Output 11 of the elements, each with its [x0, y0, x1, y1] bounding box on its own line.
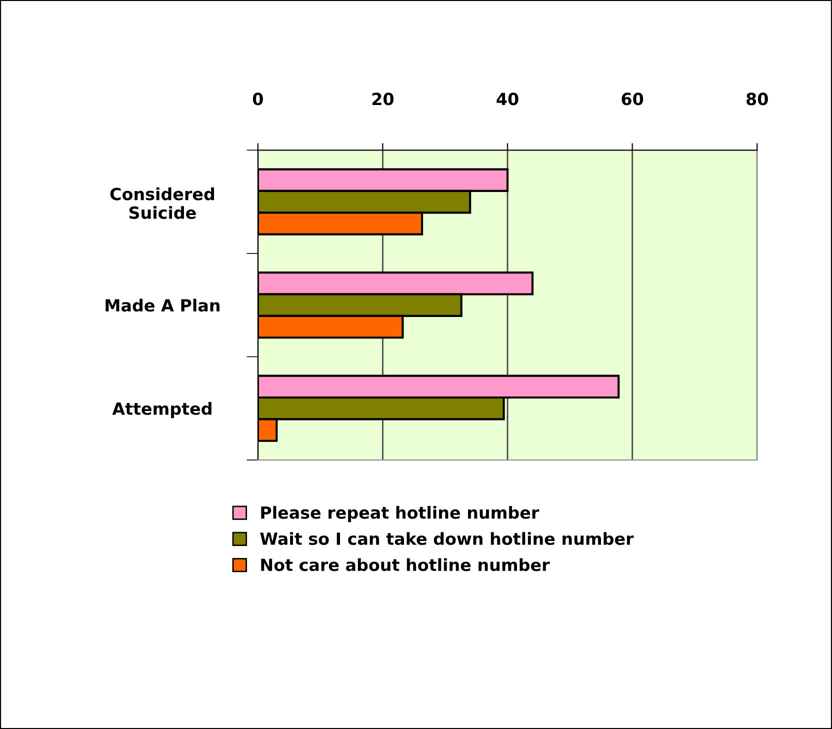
x-tick-label: 20	[372, 92, 394, 106]
y-tick-label: Considered Suicide	[110, 187, 214, 219]
x-tick-label: 0	[252, 92, 263, 106]
x-tick-label: 40	[496, 92, 518, 106]
x-tick-label: 60	[622, 92, 644, 106]
legend-label: Please repeat hotline number	[261, 506, 540, 522]
legend-label: Not care about hotline number	[261, 558, 550, 572]
y-tick-label: Attempted	[112, 402, 212, 418]
x-tick-label: 80	[746, 92, 768, 106]
y-tick-label: Made A Plan	[106, 298, 220, 312]
legend-label: Wait so I can take down hotline number	[260, 532, 634, 546]
